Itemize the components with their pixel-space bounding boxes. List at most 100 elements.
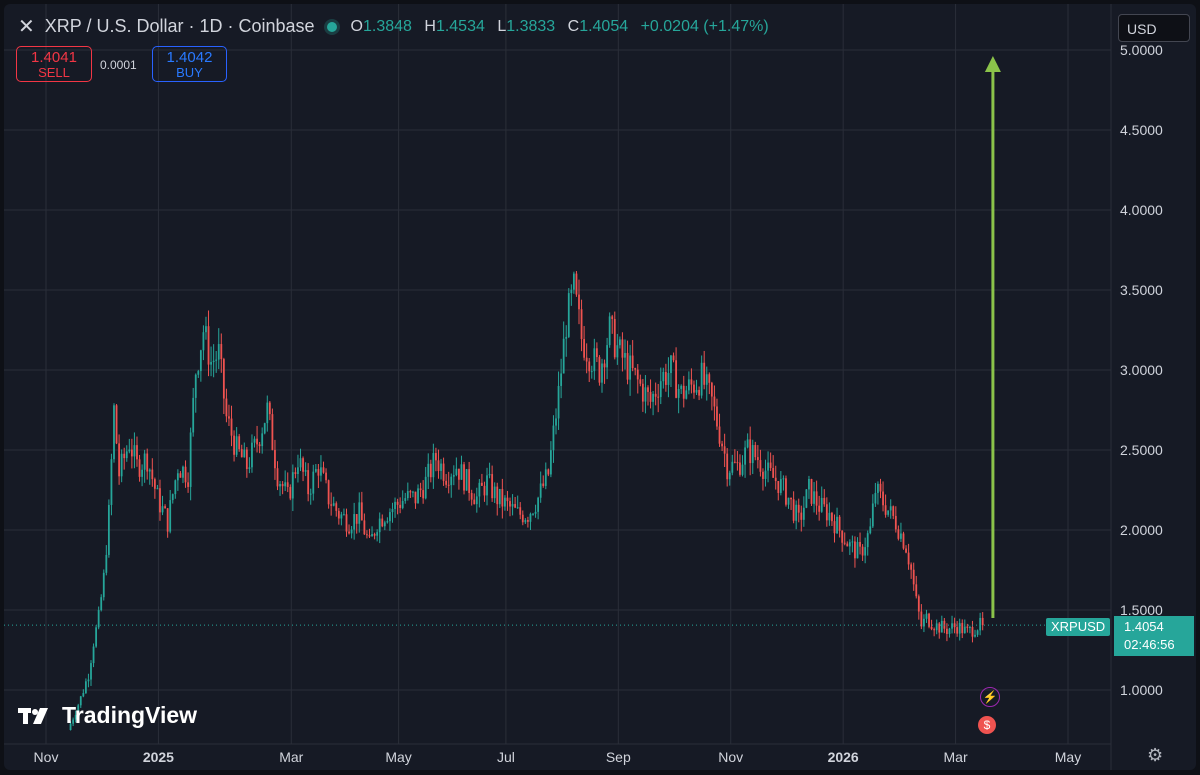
candle-body (291, 472, 294, 499)
last-price: 1.4054 (1124, 619, 1164, 634)
candle-body (506, 497, 509, 502)
candle-body (261, 433, 264, 447)
symbol-title[interactable]: XRP / U.S. Dollar · 1D · Coinbase (44, 16, 315, 36)
candle-body (222, 359, 225, 399)
candle-body (358, 502, 361, 524)
candle-body (675, 360, 677, 398)
candle-body (340, 514, 343, 519)
candle-body (245, 449, 248, 469)
currency-select[interactable]: USD (1118, 14, 1190, 42)
candle-body (733, 461, 736, 463)
candle-body (624, 353, 626, 358)
candle-body (772, 467, 775, 478)
candle-body (414, 491, 417, 504)
candle-body (537, 497, 540, 512)
candle-body (779, 479, 782, 493)
candle-body (917, 596, 920, 612)
candle-body (833, 521, 836, 534)
buy-button[interactable]: 1.4042 BUY (152, 46, 227, 82)
candle-body (905, 548, 907, 553)
candle-body (687, 379, 690, 391)
candle-body (498, 488, 501, 505)
candle-body (394, 501, 396, 509)
sell-label: SELL (38, 65, 70, 80)
candle-body (808, 478, 810, 490)
candle-body (639, 379, 642, 384)
ai-spark-icon[interactable]: ⚡ (980, 687, 1000, 707)
candle-body (248, 467, 251, 469)
candle-body (721, 443, 723, 447)
candle-body (435, 453, 437, 461)
candle-body (532, 513, 534, 515)
settings-gear-icon[interactable]: ⚙ (1147, 745, 1164, 765)
candle-body (475, 496, 478, 505)
bar-countdown: 02:46:56 (1124, 637, 1175, 652)
candle-body (534, 511, 537, 514)
candle-body (389, 512, 391, 522)
candle-body (894, 515, 897, 530)
candle-body (113, 405, 115, 460)
candle-body (667, 373, 670, 385)
candle-body (123, 453, 126, 459)
candle-body (225, 398, 228, 417)
candle-body (442, 463, 445, 481)
tradingview-logo[interactable]: TradingView (18, 702, 197, 729)
sell-button[interactable]: 1.4041 SELL (16, 46, 92, 82)
x-tick-label: Mar (279, 749, 303, 765)
candle-body (514, 504, 517, 508)
candle-body (235, 436, 238, 455)
candle-body (759, 460, 762, 472)
candle-body (148, 469, 151, 472)
candle-body (884, 505, 887, 515)
candle-body (335, 503, 338, 511)
candle-body (79, 696, 82, 706)
candle-body (371, 534, 373, 537)
candle-body (549, 450, 552, 475)
candle-body (741, 464, 744, 475)
candle-body (404, 498, 407, 501)
candle-body (946, 628, 948, 634)
candle-body (378, 518, 381, 533)
candle-body (854, 541, 856, 559)
candle-body (256, 438, 258, 445)
candle-body (159, 488, 161, 513)
candle-body (664, 371, 667, 385)
candle-body (869, 526, 872, 534)
candle-body (897, 529, 900, 539)
candle-body (228, 416, 230, 419)
symbol-header: ✕ XRP / U.S. Dollar · 1D · Coinbase O1.3… (18, 14, 777, 39)
logo-text: TradingView (62, 702, 198, 728)
candle-body (133, 445, 136, 457)
candle-body (422, 490, 425, 499)
candle-body (192, 397, 195, 433)
candle-body (557, 385, 560, 419)
candle-body (238, 436, 241, 450)
candle-body (299, 458, 302, 468)
candle-body (802, 507, 805, 520)
candle-body (281, 484, 284, 487)
candle-body (974, 634, 976, 637)
candle-body (767, 462, 769, 471)
candle-body (560, 373, 563, 386)
candle-body (953, 623, 956, 628)
candle-body (657, 396, 660, 398)
close-icon[interactable]: ✕ (18, 16, 35, 38)
us-flag-icon[interactable]: $ (978, 716, 996, 734)
candle-body (524, 520, 527, 523)
price-chart[interactable]: 1.0000 1.5000 2.0000 2.5000 3.0000 3.5000 4.00… (4, 4, 1196, 770)
candle-body (670, 355, 672, 374)
candle-body (859, 541, 861, 547)
candle-body (95, 627, 98, 647)
target-arrow-head (984, 56, 1001, 72)
candle-body (304, 470, 307, 472)
candle-body (555, 418, 557, 426)
candle-body (202, 332, 205, 351)
candle-body (565, 336, 568, 339)
candle-body (87, 679, 90, 682)
candle-body (406, 491, 409, 499)
candle-body (82, 692, 85, 697)
candle-body (72, 719, 75, 724)
candle-body (818, 505, 821, 512)
candle-body (263, 423, 266, 434)
candle-body (805, 489, 808, 508)
